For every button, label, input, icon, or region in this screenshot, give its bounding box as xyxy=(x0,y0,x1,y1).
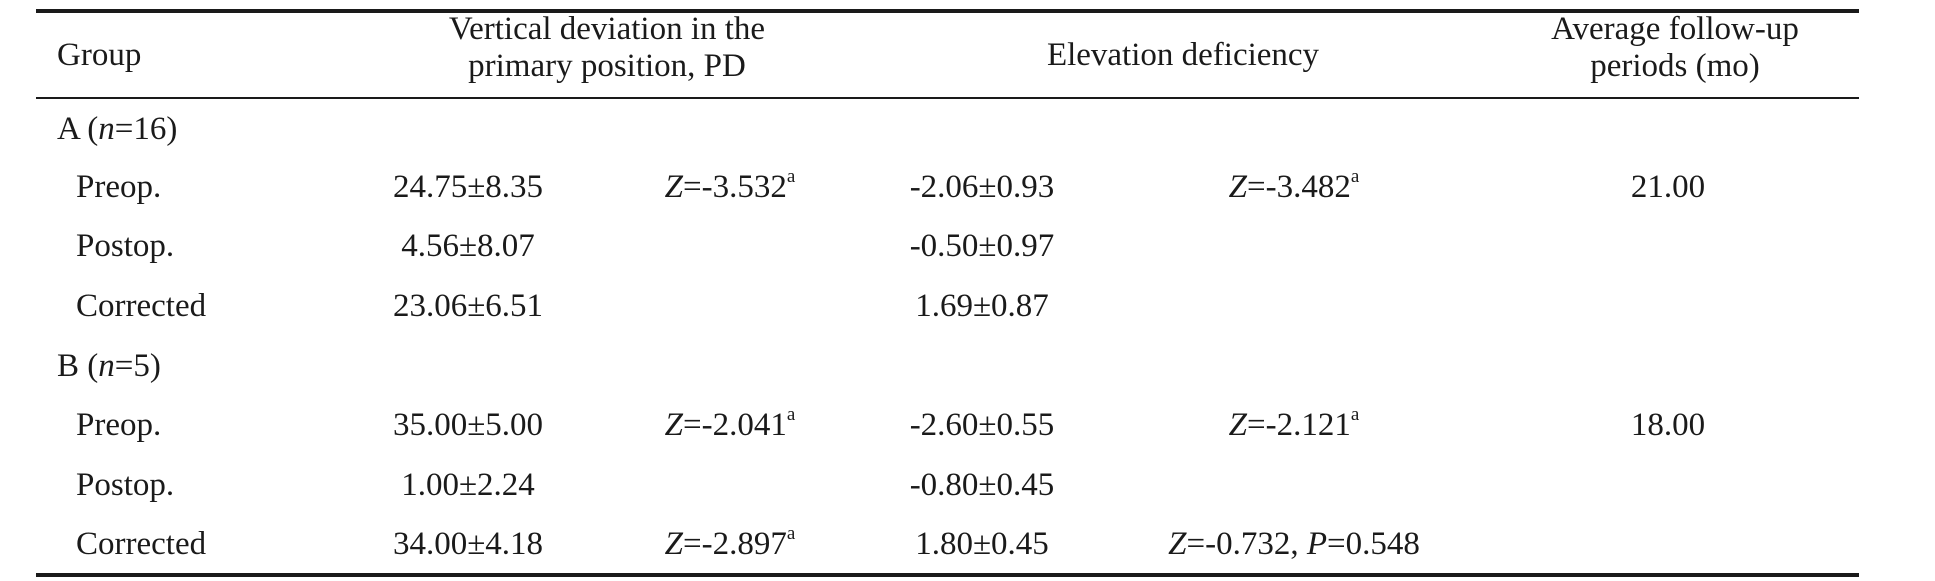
vertical-deviation-value: 4.56±8.07 xyxy=(401,228,535,264)
header-vertical-deviation: Vertical deviation in the primary positi… xyxy=(449,11,765,85)
header-elevation-deficiency: Elevation deficiency xyxy=(1046,37,1320,73)
elevation-deficiency-stat: Z=-3.482a xyxy=(1228,166,1360,205)
group-a-label: A (n=16) xyxy=(57,111,178,147)
row-label: Postop. xyxy=(76,467,175,503)
elevation-deficiency-value: -2.06±0.93 xyxy=(909,169,1055,205)
elevation-deficiency-value: -2.60±0.55 xyxy=(909,407,1055,443)
header-follow-up-line1: Average follow-up xyxy=(1551,11,1799,47)
vertical-deviation-value: 34.00±4.18 xyxy=(392,526,544,562)
vertical-deviation-stat: Z=-3.532a xyxy=(664,166,796,205)
row-label: Corrected xyxy=(76,526,207,562)
header-follow-up-line2: periods (mo) xyxy=(1590,48,1760,84)
vertical-deviation-value: 35.00±5.00 xyxy=(392,407,544,443)
vertical-deviation-value: 24.75±8.35 xyxy=(392,169,544,205)
row-label: Preop. xyxy=(76,407,162,443)
header-vertical-deviation-line2: primary position, PD xyxy=(468,48,746,84)
vertical-deviation-value: 1.00±2.24 xyxy=(401,467,535,503)
header-vertical-deviation-line1: Vertical deviation in the xyxy=(448,11,766,47)
vertical-deviation-value: 23.06±6.51 xyxy=(392,288,544,324)
row-label: Corrected xyxy=(76,288,207,324)
follow-up-value: 18.00 xyxy=(1630,407,1706,443)
table-header-rule xyxy=(36,97,1859,99)
elevation-deficiency-value: -0.50±0.97 xyxy=(909,228,1055,264)
group-b-label: B (n=5) xyxy=(57,348,161,384)
row-label: Preop. xyxy=(76,169,162,205)
header-group: Group xyxy=(57,37,142,73)
table-bottom-rule xyxy=(36,573,1859,577)
elevation-deficiency-value: -0.80±0.45 xyxy=(909,467,1055,503)
table-top-rule xyxy=(36,9,1859,13)
vertical-deviation-stat: Z=-2.041a xyxy=(664,404,796,443)
header-follow-up: Average follow-up periods (mo) xyxy=(1551,11,1799,85)
elevation-deficiency-stat: Z=-0.732, P=0.548 xyxy=(1168,526,1420,562)
elevation-deficiency-stat: Z=-2.121a xyxy=(1228,404,1360,443)
vertical-deviation-stat: Z=-2.897a xyxy=(664,523,796,562)
elevation-deficiency-value: 1.80±0.45 xyxy=(915,526,1049,562)
follow-up-value: 21.00 xyxy=(1630,169,1706,205)
elevation-deficiency-value: 1.69±0.87 xyxy=(915,288,1049,324)
row-label: Postop. xyxy=(76,228,175,264)
